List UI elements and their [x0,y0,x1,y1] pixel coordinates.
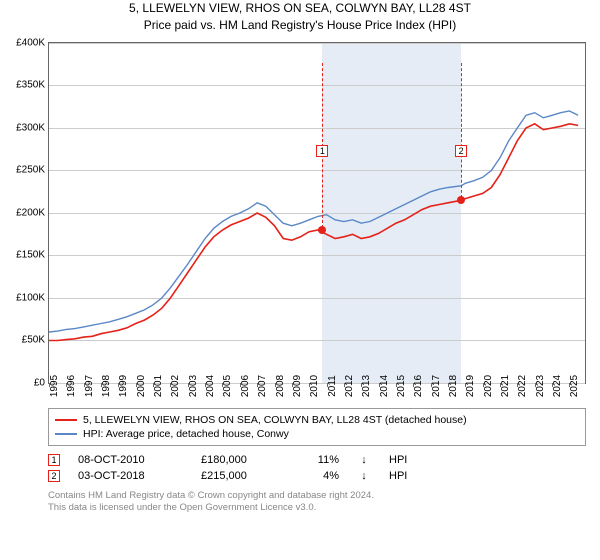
transaction-marker: 2 [48,470,60,482]
transaction-vs: HPI [389,454,407,466]
y-axis-label: £300K [16,122,45,133]
transaction-marker: 1 [48,454,60,466]
transactions-table: 1 08-OCT-2010 £180,000 11% ↓ HPI 2 03-OCT-2018 £… [48,452,586,484]
marker-label-1: 1 [316,145,328,157]
transaction-vs: HPI [389,470,407,482]
y-axis-label: £100K [16,292,45,303]
footer-line1: Contains HM Land Registry data © Crown c… [48,490,586,502]
legend-text: 5, LLEWELYN VIEW, RHOS ON SEA, COLWYN BA… [83,414,467,426]
y-axis-label: £400K [16,37,45,48]
marker-dot-1 [318,226,326,234]
transaction-pct: 4% [299,470,339,482]
legend-swatch [55,419,77,421]
chart-area: £0£50K£100K£150K£200K£250K£300K£350K£400… [48,42,586,404]
marker-dot-2 [457,196,465,204]
legend: 5, LLEWELYN VIEW, RHOS ON SEA, COLWYN BA… [48,408,586,446]
transaction-row: 1 08-OCT-2010 £180,000 11% ↓ HPI [48,452,586,468]
y-axis-label: £150K [16,250,45,261]
footer-attribution: Contains HM Land Registry data © Crown c… [48,490,586,515]
transaction-pct: 11% [299,454,339,466]
series-hpi [49,111,578,332]
y-axis-label: £350K [16,80,45,91]
legend-text: HPI: Average price, detached house, Conw… [83,428,289,440]
transaction-date: 08-OCT-2010 [78,454,183,466]
transaction-price: £180,000 [201,454,281,466]
y-axis-label: £50K [22,335,45,346]
series-svg [49,43,585,383]
transaction-row: 2 03-OCT-2018 £215,000 4% ↓ HPI [48,468,586,484]
marker-label-2: 2 [455,145,467,157]
marker-dash [461,63,462,198]
down-arrow-icon: ↓ [357,470,371,482]
page-title-line2: Price paid vs. HM Land Registry's House … [0,17,600,34]
footer-line2: This data is licensed under the Open Gov… [48,502,586,514]
legend-row: HPI: Average price, detached house, Conw… [55,427,579,441]
y-axis-label: £0 [34,377,45,388]
y-axis-label: £250K [16,165,45,176]
page-title-line1: 5, LLEWELYN VIEW, RHOS ON SEA, COLWYN BA… [0,0,600,17]
series-property [49,123,578,340]
legend-swatch [55,433,77,435]
y-axis-label: £200K [16,207,45,218]
legend-row: 5, LLEWELYN VIEW, RHOS ON SEA, COLWYN BA… [55,413,579,427]
transaction-price: £215,000 [201,470,281,482]
transaction-date: 03-OCT-2018 [78,470,183,482]
down-arrow-icon: ↓ [357,454,371,466]
plot-frame: £0£50K£100K£150K£200K£250K£300K£350K£400… [48,42,586,384]
